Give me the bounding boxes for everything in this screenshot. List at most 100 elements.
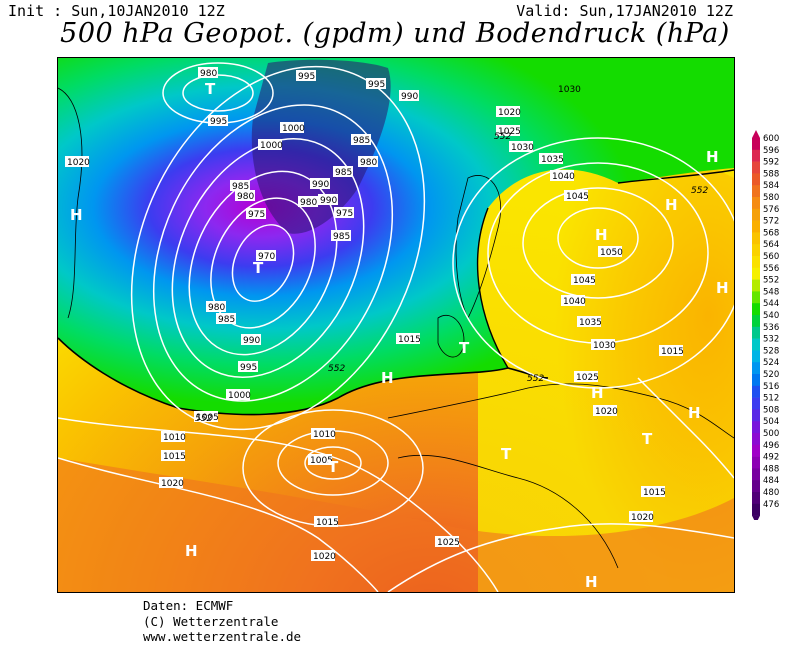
pressure-label: 1015 [643,488,666,498]
legend-label: 484 [763,476,779,486]
pressure-label: 1000 [260,141,283,151]
pressure-label: 1000 [282,124,305,134]
pressure-label: 985 [333,232,350,242]
legend-label: 564 [763,240,779,250]
high-marker: H [585,573,598,591]
legend-label: 592 [763,158,779,168]
legend-swatch [752,338,760,351]
pressure-label: 1035 [541,155,564,165]
pressure-label: 995 [298,72,315,82]
pressure-label: 1005 [310,456,333,466]
legend-swatch [752,173,760,186]
legend-label: 476 [763,500,779,510]
legend-swatch [752,279,760,292]
pressure-label: 1020 [67,158,90,168]
british-isles-coast [437,315,465,358]
legend-swatch [752,267,760,280]
legend-label: 556 [763,264,779,274]
pressure-label: 985 [232,182,249,192]
legend-swatch [752,433,760,446]
pressure-centers: H H H H H H H H H H T T T T T T [70,80,729,591]
legend-label: 536 [763,323,779,333]
legend-label: 488 [763,464,779,474]
north-america-coast [58,87,83,319]
pressure-label: 1025 [576,373,599,383]
legend-label: 596 [763,146,779,156]
pressure-label: 975 [248,210,265,220]
low-marker: T [205,80,216,98]
legend-label: 568 [763,228,779,238]
south-field [58,458,734,592]
pressure-label: 980 [208,303,225,313]
pressure-label: 995 [210,117,227,127]
legend-label: 504 [763,417,779,427]
legend-arrow-bottom [752,515,760,520]
legend-swatch [752,232,760,245]
pressure-label: 1005 [196,413,219,423]
legend-swatch [752,244,760,257]
legend-label: 528 [763,346,779,356]
high-marker: H [706,148,719,166]
legend-swatch [752,149,760,162]
low-marker: T [328,458,339,476]
legend-label: 496 [763,441,779,451]
high-marker: H [716,279,729,297]
pressure-label: 1025 [437,538,460,548]
pressure-labels: 980 995 995 990 995 1000 1000 985 980 98… [65,67,684,562]
pressure-label: 985 [335,168,352,178]
pressure-label: 1015 [398,335,421,345]
pressure-label: 985 [218,315,235,325]
pressure-label: 980 [360,158,377,168]
pressure-label: 1035 [579,318,602,328]
geopot-labels: 552 552 552 552 552 [195,132,708,424]
legend-swatch [752,374,760,387]
pressure-label: 1020 [313,552,336,562]
geopot-label: 552 [527,374,544,384]
pressure-label: 1015 [661,347,684,357]
legend-swatch [752,492,760,505]
chart-title: 500 hPa Geopot. (gpdm) und Bodendruck (h… [60,18,730,49]
pressure-label: 970 [258,252,275,262]
color-legend: 6005965925885845805765725685645605565525… [752,130,779,520]
pressure-label: 1030 [511,143,534,153]
legend-label: 552 [763,276,779,286]
geopot-label: 552 [494,132,511,142]
europe-coast [387,383,734,439]
legend-swatch [752,456,760,469]
legend-swatch [752,326,760,339]
geopot-552-line [617,169,734,184]
legend-swatch [752,397,760,410]
legend-swatch [752,480,760,493]
legend-swatch [752,303,760,316]
greenland-landmass [251,59,391,234]
legend-label: 560 [763,252,779,262]
high-marker: H [665,196,678,214]
pressure-label: 1045 [573,276,596,286]
pressure-label: 1010 [313,430,336,440]
pressure-label: 1020 [498,108,521,118]
low-marker: T [501,445,512,463]
legend-label: 492 [763,453,779,463]
legend-swatch [752,256,760,269]
pressure-label: 1050 [600,248,623,258]
pressure-label: 990 [243,336,260,346]
valid-time-label: Valid: Sun,17JAN2010 12Z [516,2,733,20]
pressure-label: 1010 [163,433,186,443]
legend-swatch [752,409,760,422]
pressure-label: 1015 [316,518,339,528]
legend-label: 516 [763,382,779,392]
legend-swatch [752,503,760,516]
pressure-label: 1030 [558,85,581,95]
legend-swatch [752,197,760,210]
legend-swatch [752,161,760,174]
low-marker: T [253,259,264,277]
geopot-552-line [476,207,509,369]
legend-swatch [752,220,760,233]
pressure-label: 1020 [161,479,184,489]
data-source: Daten: ECMWF [143,598,234,613]
legend-label: 524 [763,358,779,368]
low-marker: T [642,430,653,448]
legend-swatch [752,385,760,398]
legend-swatch [752,362,760,375]
legend-label: 600 [763,134,779,144]
